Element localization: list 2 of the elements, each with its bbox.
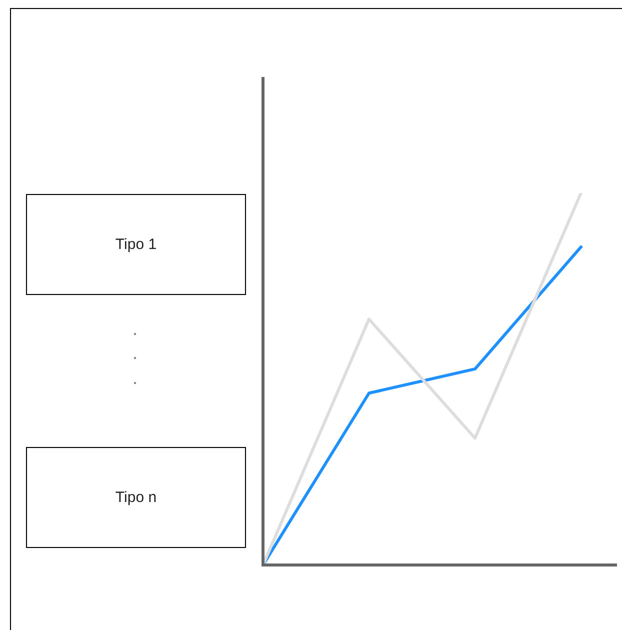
text: Tipo 1 <box>26 194 246 295</box>
text: Tipo n <box>26 447 246 548</box>
